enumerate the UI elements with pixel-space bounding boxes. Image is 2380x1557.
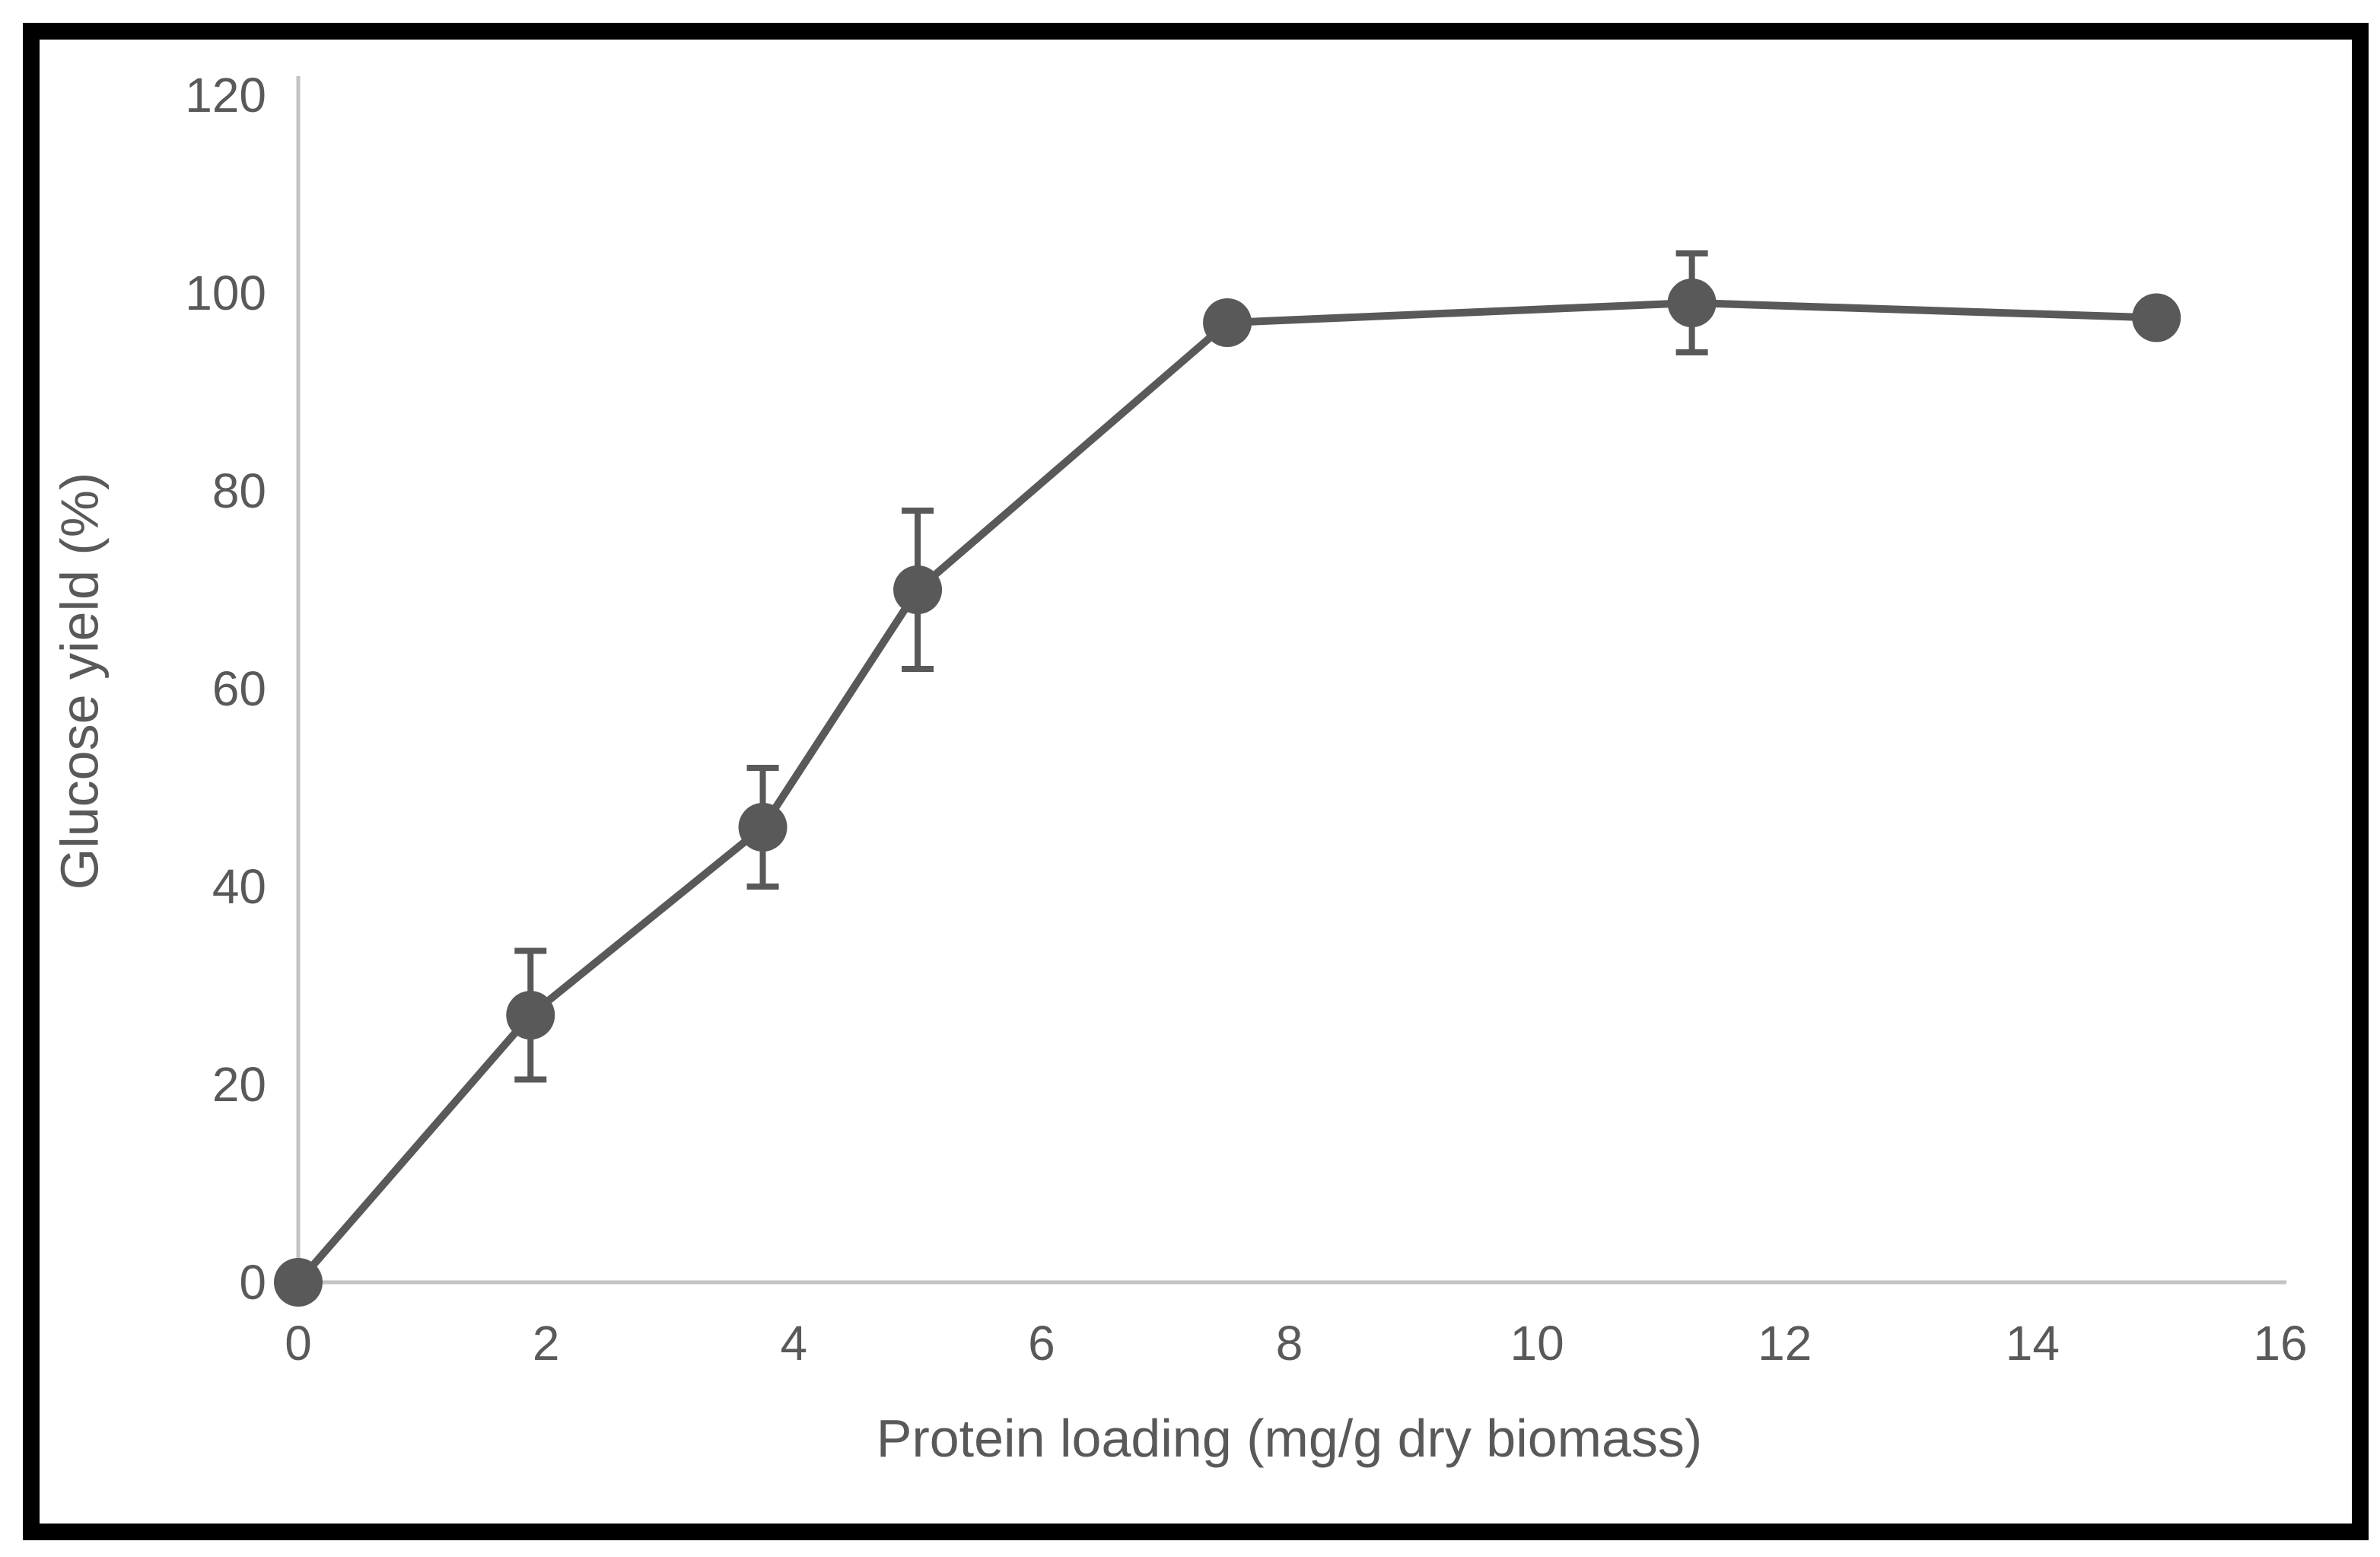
x-tick-label: 12 [1758, 1316, 1812, 1371]
series-line [295, 299, 2157, 1285]
y-tick-label: 100 [185, 266, 266, 320]
data-point-marker [1667, 279, 1717, 327]
x-tick-label: 4 [780, 1316, 807, 1371]
x-tick-label: 2 [533, 1316, 560, 1371]
x-tick-label: 10 [1510, 1316, 1564, 1371]
y-tick-label: 60 [212, 661, 266, 716]
y-tick-label: 0 [239, 1255, 266, 1310]
x-tick-label: 6 [1028, 1316, 1055, 1371]
data-point-marker [1203, 298, 1252, 347]
x-axis-title: Protein loading (mg/g dry biomass) [876, 1409, 1703, 1468]
data-point-marker [506, 991, 555, 1040]
x-tick-label: 16 [2253, 1316, 2307, 1371]
y-tick-label: 120 [185, 68, 266, 123]
data-point-marker [2132, 293, 2181, 342]
y-axis-title: Glucose yield (%) [49, 472, 110, 890]
y-tick-label: 40 [212, 859, 266, 914]
x-tick-label: 14 [2006, 1316, 2060, 1371]
data-point-marker [274, 1258, 323, 1307]
x-tick-label: 0 [285, 1316, 312, 1371]
y-tick-label: 20 [212, 1057, 266, 1112]
x-tick-label: 8 [1276, 1316, 1303, 1371]
data-point-marker [893, 565, 943, 614]
y-tick-label: 80 [212, 463, 266, 518]
data-point-marker [738, 803, 788, 852]
